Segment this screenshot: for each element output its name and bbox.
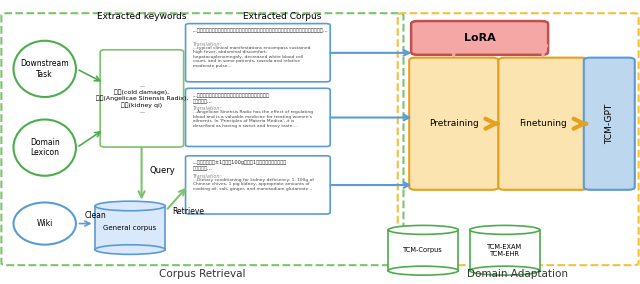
Text: TCM-Corpus: TCM-Corpus xyxy=(403,247,443,253)
Text: Domain Adaptation: Domain Adaptation xyxy=(467,269,568,279)
Text: General corpus: General corpus xyxy=(104,225,157,231)
Polygon shape xyxy=(470,230,540,271)
Text: ...肾脏饮食调理±1，韭菜100g，猪肾1个，食用盐、盐、姜、
味精等适量...: ...肾脏饮食调理±1，韭菜100g，猪肾1个，食用盐、盐、姜、 味精等适量..… xyxy=(193,160,287,171)
Text: Extracted Corpus: Extracted Corpus xyxy=(243,12,321,21)
Text: LoRA: LoRA xyxy=(464,33,495,43)
FancyBboxPatch shape xyxy=(409,58,499,190)
Ellipse shape xyxy=(13,41,76,97)
Text: TCM-EXAM
TCM-EHR: TCM-EXAM TCM-EHR xyxy=(487,244,522,257)
FancyBboxPatch shape xyxy=(186,24,330,82)
Text: Retrieve: Retrieve xyxy=(172,207,204,216)
Text: ...当归补血，最适合女性疾病的良药，《本草正》：归行
以女月问题...: ...当归补血，最适合女性疾病的良药，《本草正》：归行 以女月问题... xyxy=(193,93,269,104)
FancyBboxPatch shape xyxy=(100,50,184,147)
Text: ...疾化的病状包括持续高热、腹部不适、肘胅脔大、白细胞减少下，部分病人有玫瑰疹和相对羓脉...: ...疾化的病状包括持续高热、腹部不适、肘胅脔大、白细胞减少下，部分病人有玫瑰疹… xyxy=(193,28,328,33)
Ellipse shape xyxy=(95,245,165,254)
Text: Translation:: Translation: xyxy=(193,41,221,47)
Text: Query: Query xyxy=(149,166,175,175)
Ellipse shape xyxy=(388,225,458,234)
FancyBboxPatch shape xyxy=(499,58,588,190)
Polygon shape xyxy=(95,206,165,250)
Text: Downstream
Task: Downstream Task xyxy=(20,59,69,79)
Ellipse shape xyxy=(470,266,540,275)
Text: Translation:: Translation: xyxy=(193,106,221,111)
Text: ...typical clinical manifestations encompass sustained
high fever, abdominal dis: ...typical clinical manifestations encom… xyxy=(193,45,310,68)
FancyBboxPatch shape xyxy=(584,58,635,190)
FancyBboxPatch shape xyxy=(186,156,330,214)
Text: TCM-GPT: TCM-GPT xyxy=(605,104,614,144)
Polygon shape xyxy=(388,230,458,271)
Ellipse shape xyxy=(13,120,76,176)
Text: ...
伤寒(cold damage),
当归(Angelicae Sinensis Radix),
肾气(kidney qi)
...: ... 伤寒(cold damage), 当归(Angelicae Sinens… xyxy=(96,83,188,114)
Text: Finetuning: Finetuning xyxy=(519,119,567,128)
Text: Extracted keywords: Extracted keywords xyxy=(97,12,186,21)
Ellipse shape xyxy=(470,225,540,234)
Text: Wiki: Wiki xyxy=(36,219,53,228)
Text: Domain
Lexicon: Domain Lexicon xyxy=(30,138,60,157)
Text: ...Angelicae Sinensis Radix has the effect of regulating
blood and is a valuable: ...Angelicae Sinensis Radix has the effe… xyxy=(193,110,313,128)
Text: Pretraining: Pretraining xyxy=(429,119,479,128)
FancyBboxPatch shape xyxy=(411,21,548,55)
Ellipse shape xyxy=(13,202,76,245)
Text: Corpus Retrieval: Corpus Retrieval xyxy=(159,269,245,279)
Ellipse shape xyxy=(95,201,165,211)
Text: Clean: Clean xyxy=(84,211,106,220)
FancyBboxPatch shape xyxy=(186,88,330,147)
Text: ...Dietary conditioning for kidney deficiency: 1. 100g of
Chinese chives, 1 pig : ...Dietary conditioning for kidney defic… xyxy=(193,178,314,191)
Text: Translation:: Translation: xyxy=(193,174,221,179)
Ellipse shape xyxy=(388,266,458,275)
